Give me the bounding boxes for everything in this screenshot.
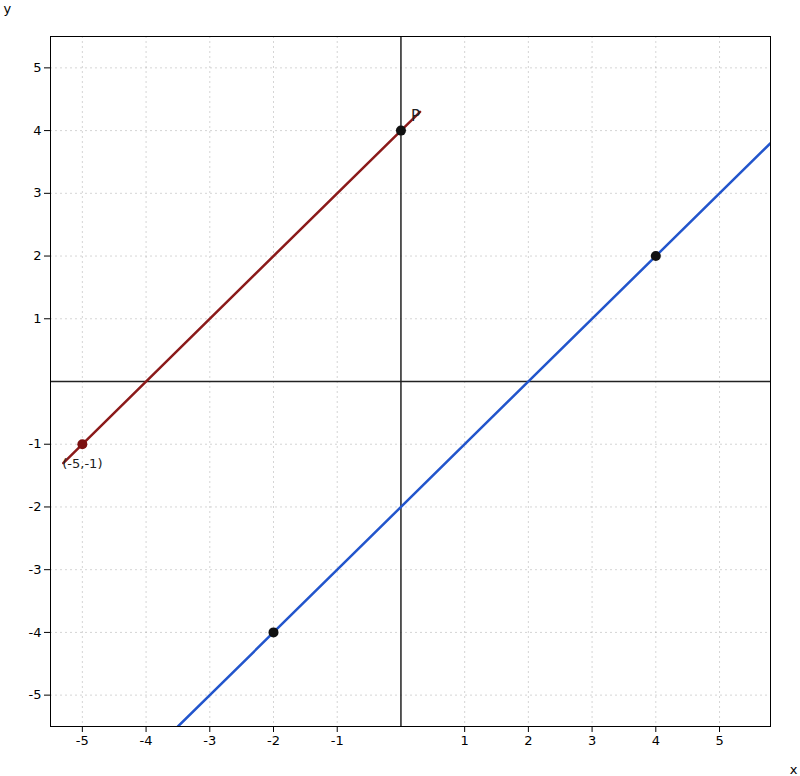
- svg-text:-2: -2: [267, 733, 280, 748]
- svg-text:4: 4: [652, 733, 660, 748]
- svg-text:-3: -3: [29, 562, 42, 577]
- svg-text:-2: -2: [29, 499, 42, 514]
- svg-text:5: 5: [33, 60, 41, 75]
- svg-text:2: 2: [524, 733, 532, 748]
- svg-text:1: 1: [461, 733, 469, 748]
- svg-text:2: 2: [33, 248, 41, 263]
- svg-text:(-5,-1): (-5,-1): [62, 456, 102, 471]
- svg-text:P: P: [411, 107, 420, 125]
- svg-text:-5: -5: [29, 687, 42, 702]
- svg-text:5: 5: [715, 733, 723, 748]
- svg-text:3: 3: [588, 733, 596, 748]
- svg-text:-4: -4: [29, 625, 42, 640]
- svg-text:1: 1: [33, 311, 41, 326]
- svg-text:-1: -1: [331, 733, 344, 748]
- svg-text:3: 3: [33, 185, 41, 200]
- svg-text:-3: -3: [203, 733, 216, 748]
- svg-text:y: y: [4, 1, 12, 16]
- svg-text:-5: -5: [76, 733, 89, 748]
- svg-text:4: 4: [33, 123, 41, 138]
- svg-text:-4: -4: [140, 733, 153, 748]
- svg-text:x: x: [790, 762, 798, 776]
- svg-text:-1: -1: [29, 436, 42, 451]
